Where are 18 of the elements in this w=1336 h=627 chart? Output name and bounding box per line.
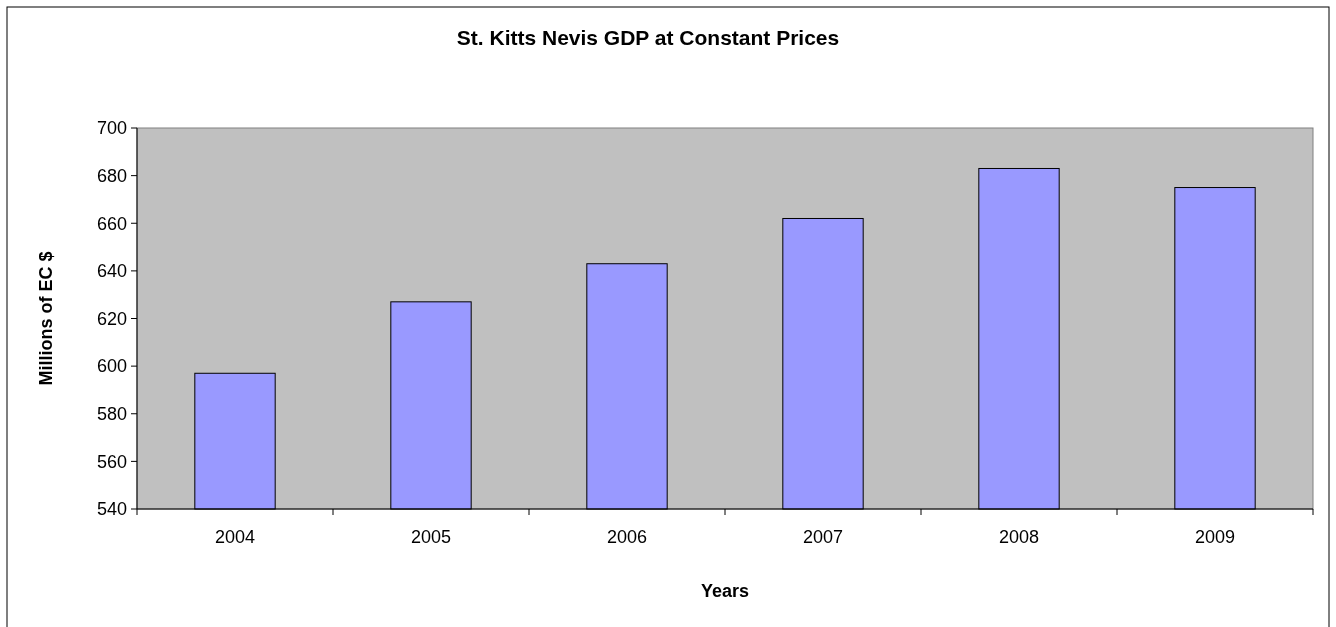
- y-tick-label: 680: [96, 165, 127, 186]
- x-tick-label: 2009: [1194, 527, 1236, 547]
- y-tick-label: 540: [96, 499, 127, 520]
- y-tick-label: 560: [96, 451, 127, 472]
- x-axis-title: Years: [700, 581, 750, 601]
- y-tick-label: 640: [96, 261, 127, 282]
- x-tick-label: 2005: [410, 527, 452, 547]
- x-tick-label: 2007: [802, 527, 844, 547]
- y-tick-label: 660: [96, 213, 127, 234]
- y-tick-label: 620: [96, 308, 127, 329]
- y-tick-label: 600: [96, 356, 127, 377]
- x-tick-label: 2006: [606, 527, 648, 547]
- x-tick-label: 2008: [998, 527, 1040, 547]
- y-tick-label: 580: [96, 404, 127, 425]
- chart-title: St. Kitts Nevis GDP at Constant Prices: [456, 26, 840, 49]
- y-tick-label: 700: [96, 118, 127, 139]
- y-axis-title: Millions of EC $: [36, 251, 56, 386]
- x-tick-label: 2004: [214, 527, 256, 547]
